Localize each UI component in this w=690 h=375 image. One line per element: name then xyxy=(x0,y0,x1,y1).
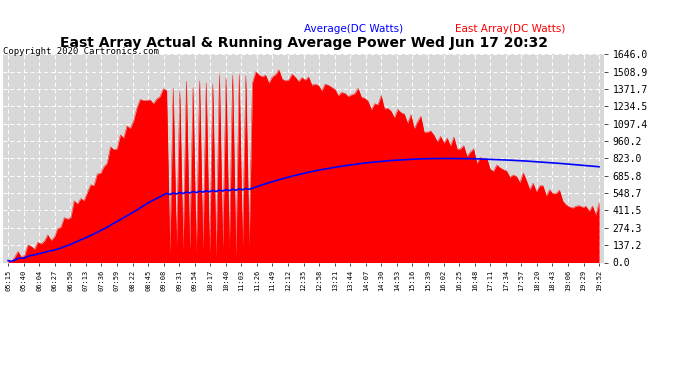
Text: Average(DC Watts): Average(DC Watts) xyxy=(304,24,403,34)
Title: East Array Actual & Running Average Power Wed Jun 17 20:32: East Array Actual & Running Average Powe… xyxy=(59,36,548,50)
Text: East Array(DC Watts): East Array(DC Watts) xyxy=(455,24,566,34)
Text: Copyright 2020 Cartronics.com: Copyright 2020 Cartronics.com xyxy=(3,47,159,56)
